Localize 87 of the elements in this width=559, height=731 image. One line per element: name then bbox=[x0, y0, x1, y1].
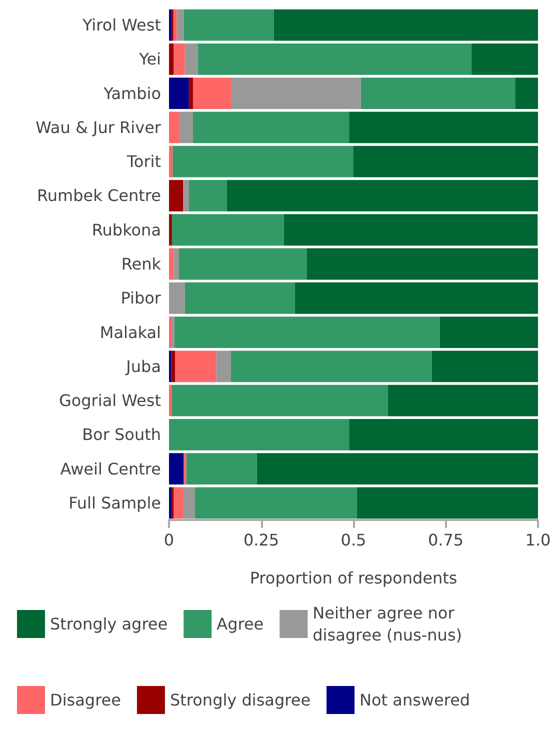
x-axis-title: Proportion of respondents bbox=[250, 568, 458, 588]
y-tick-label: Full Sample bbox=[68, 493, 161, 512]
bar bbox=[216, 350, 231, 382]
bar bbox=[184, 9, 274, 41]
legend-label: Strongly disagree bbox=[170, 690, 311, 710]
bar bbox=[353, 146, 538, 178]
bar bbox=[440, 316, 538, 348]
bar bbox=[174, 487, 184, 519]
bar bbox=[349, 418, 538, 450]
legend-label: Neither agree nor disagree (nus-nus) bbox=[312, 604, 462, 644]
bar bbox=[192, 112, 350, 144]
y-tick-label: Yei bbox=[138, 50, 161, 69]
bar bbox=[178, 248, 308, 280]
y-tick-label: Yirol West bbox=[81, 16, 161, 35]
x-tick-label: 1.0 bbox=[525, 530, 551, 550]
bar bbox=[174, 316, 440, 348]
bar bbox=[176, 9, 184, 41]
bar bbox=[184, 282, 295, 314]
y-tick-label: Rubkona bbox=[92, 220, 161, 240]
legend-label: Agree bbox=[216, 614, 264, 634]
bar bbox=[169, 44, 174, 75]
bar bbox=[178, 112, 193, 144]
bar bbox=[192, 78, 231, 110]
bar bbox=[198, 44, 472, 75]
bar bbox=[349, 112, 538, 144]
bar bbox=[169, 180, 184, 212]
bar bbox=[186, 453, 257, 484]
bar bbox=[294, 282, 538, 314]
bar bbox=[256, 453, 538, 484]
bar bbox=[169, 112, 179, 144]
y-tick-label: Renk bbox=[121, 254, 162, 274]
bar bbox=[169, 316, 172, 348]
bar bbox=[307, 248, 538, 280]
bar bbox=[388, 384, 538, 416]
bar bbox=[169, 9, 172, 41]
bar bbox=[172, 146, 354, 178]
bar bbox=[184, 453, 186, 484]
bar bbox=[169, 282, 185, 314]
bar bbox=[169, 453, 184, 484]
bar bbox=[169, 248, 174, 280]
bar bbox=[173, 9, 177, 41]
y-tick-label: Wau & Jur River bbox=[36, 118, 162, 137]
y-tick-label: Yambio bbox=[102, 84, 161, 103]
bar bbox=[175, 350, 216, 382]
legend-label: Disagree bbox=[50, 690, 121, 710]
bar bbox=[515, 78, 538, 110]
bar bbox=[194, 487, 357, 519]
x-tick-label: 0.25 bbox=[243, 530, 280, 550]
bar bbox=[183, 180, 189, 212]
x-tick-label: 0 bbox=[164, 530, 174, 550]
x-tick-label: 0.5 bbox=[340, 530, 366, 550]
y-tick-label: Torit bbox=[126, 152, 161, 172]
bar bbox=[284, 214, 538, 246]
bar bbox=[169, 384, 172, 416]
bar bbox=[188, 180, 227, 212]
bar bbox=[184, 44, 198, 75]
bar bbox=[169, 146, 173, 178]
bar bbox=[169, 78, 189, 110]
bar bbox=[230, 350, 432, 382]
bar bbox=[230, 78, 361, 110]
bar bbox=[274, 9, 538, 41]
bar bbox=[183, 487, 195, 519]
bar bbox=[188, 78, 193, 110]
x-tick-label: 0.75 bbox=[428, 530, 464, 550]
bar bbox=[169, 418, 350, 450]
y-tick-label: Bor South bbox=[82, 425, 161, 444]
bar bbox=[360, 78, 516, 110]
y-tick-label: Gogrial West bbox=[58, 391, 161, 410]
y-tick-label: Juba bbox=[125, 356, 161, 376]
bar bbox=[174, 44, 185, 75]
legend-label: Not answered bbox=[360, 690, 470, 710]
y-tick-label: Rumbek Centre bbox=[37, 186, 161, 206]
bar bbox=[226, 180, 538, 212]
bar bbox=[172, 384, 388, 416]
bar bbox=[356, 487, 538, 519]
bar bbox=[432, 350, 538, 382]
bar bbox=[472, 44, 538, 75]
bar bbox=[169, 214, 172, 246]
legend-label: Strongly agree bbox=[50, 614, 168, 634]
y-tick-label: Pibor bbox=[120, 288, 162, 308]
bar bbox=[169, 487, 172, 519]
bar bbox=[174, 248, 179, 280]
bar bbox=[172, 316, 175, 348]
y-tick-label: Malakal bbox=[100, 322, 161, 342]
bar bbox=[172, 214, 284, 246]
y-tick-label: Aweil Centre bbox=[60, 459, 161, 478]
bar bbox=[171, 350, 176, 382]
